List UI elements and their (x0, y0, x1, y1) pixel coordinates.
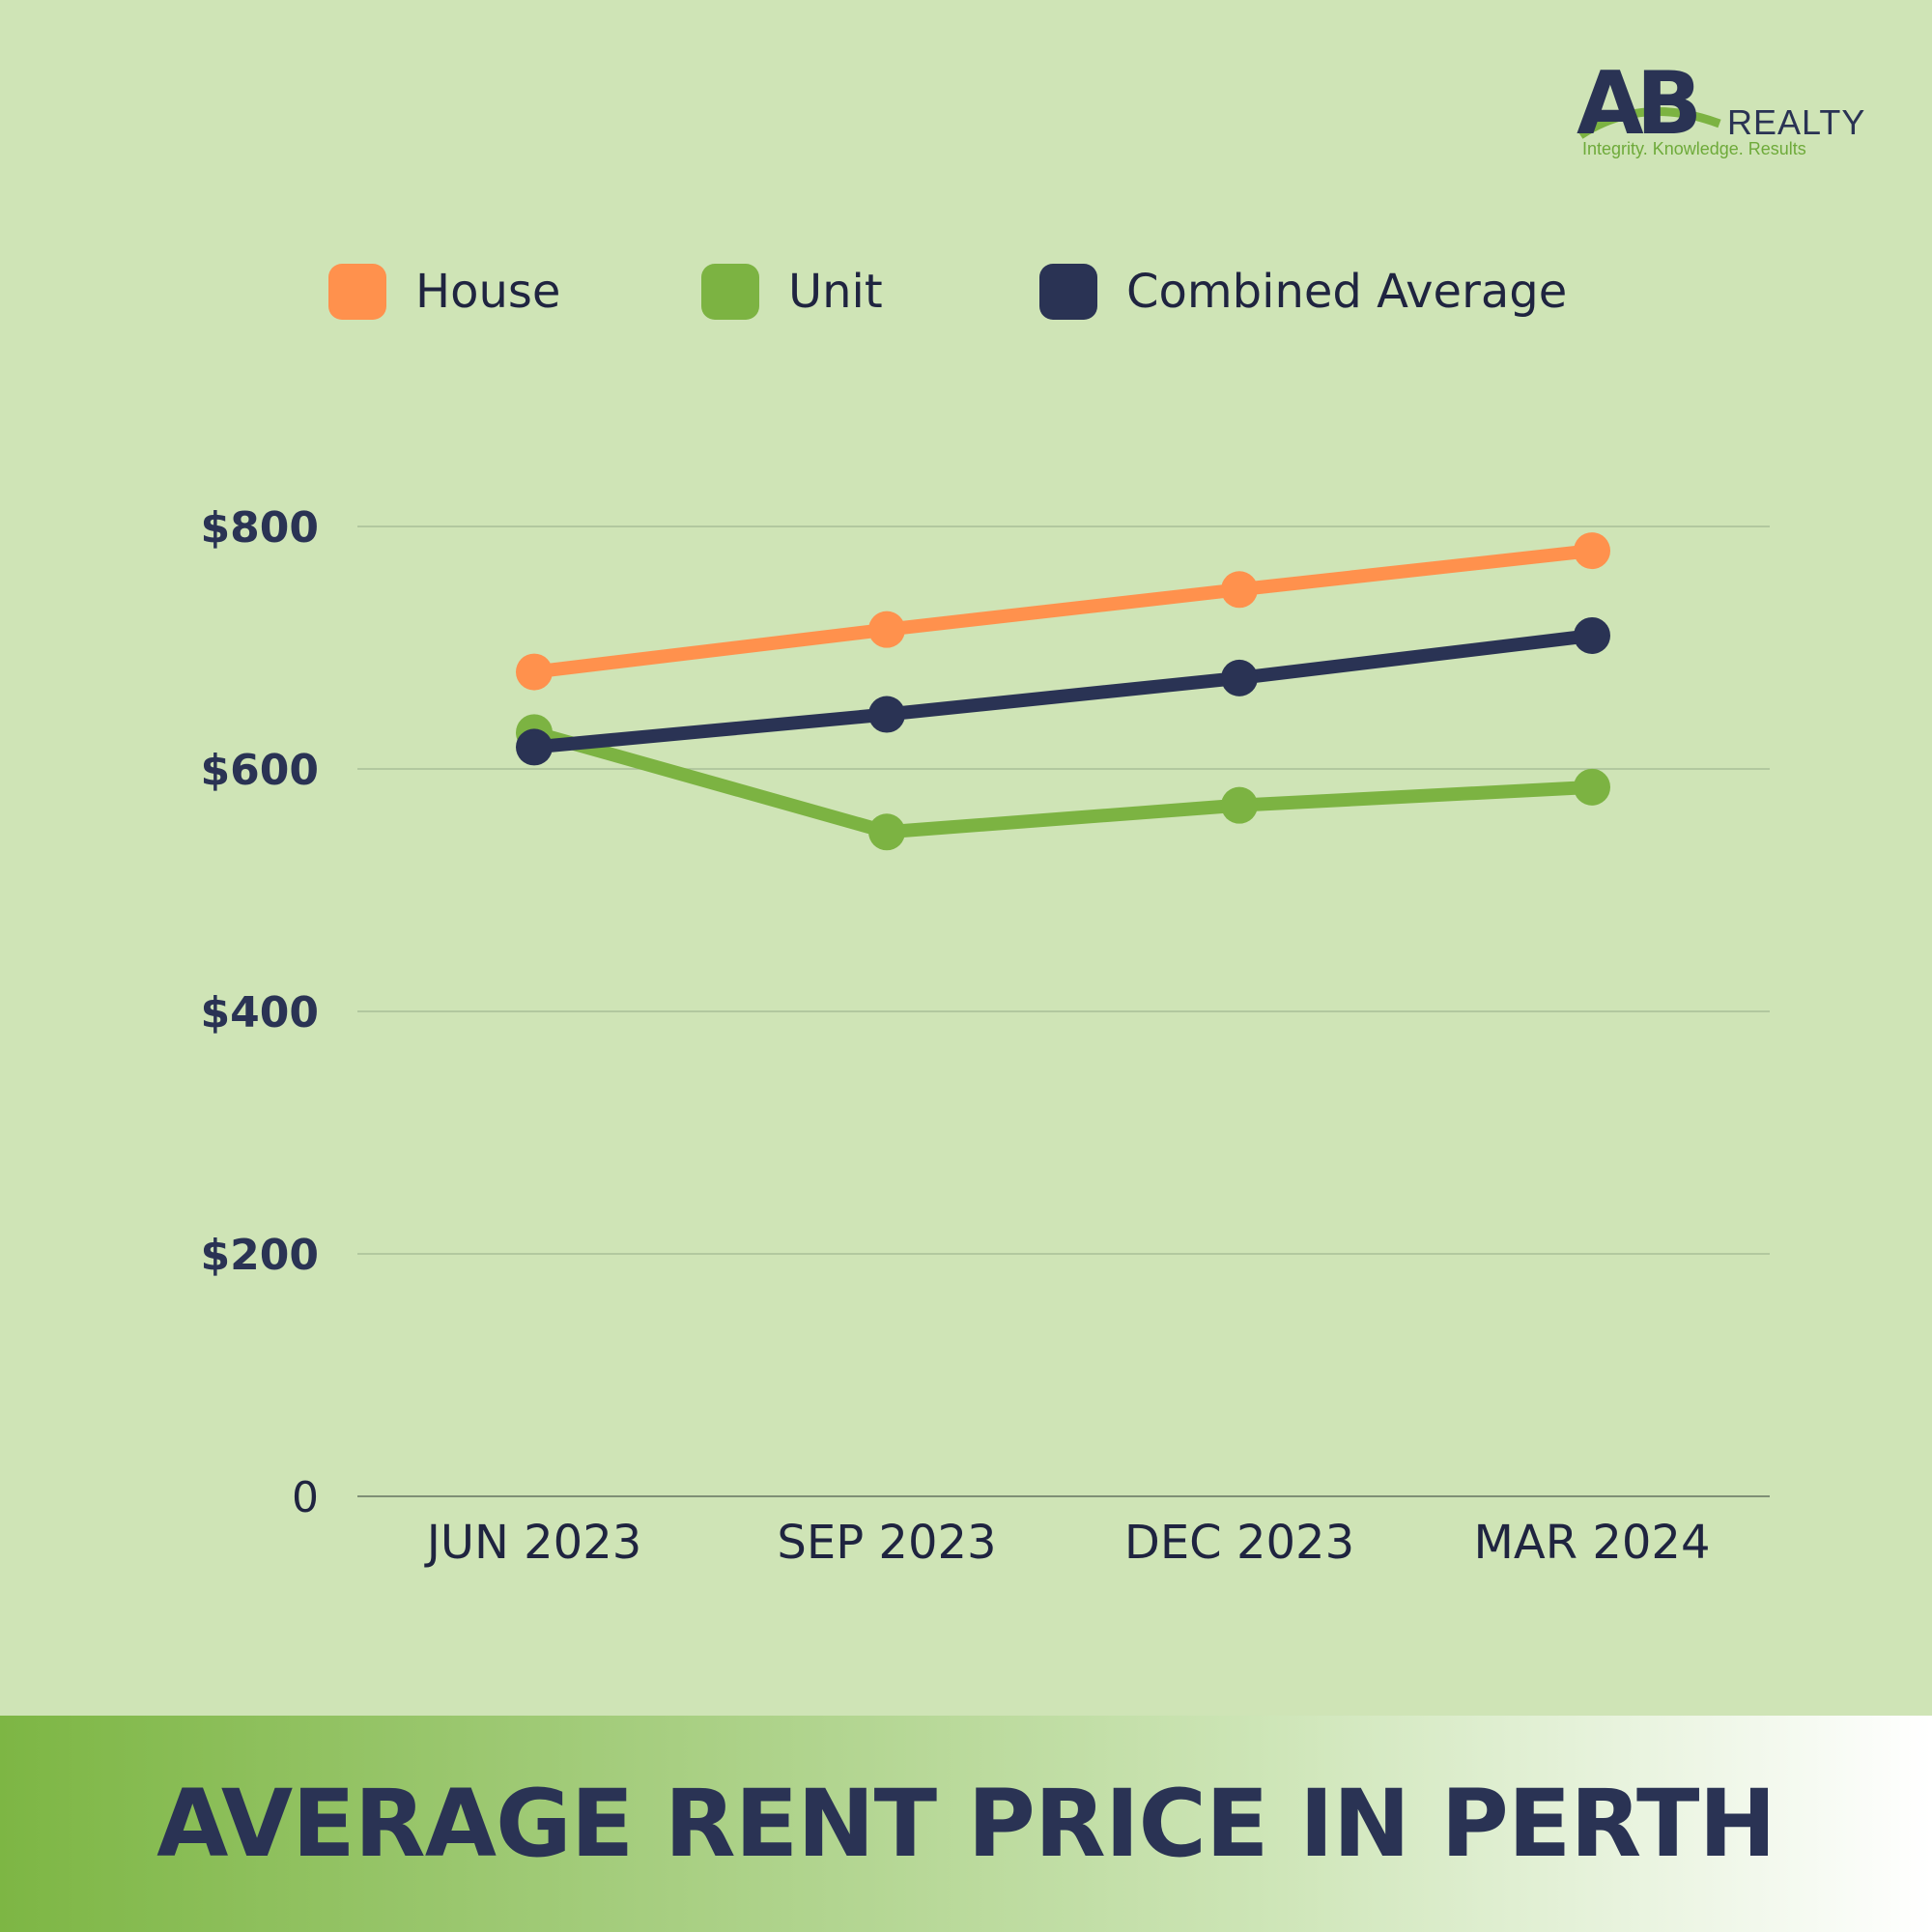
y-tick-label-400: $400 (201, 988, 319, 1037)
legend-swatch-unit (701, 264, 759, 320)
x-tick-label-jun-2023: JUN 2023 (424, 1516, 642, 1570)
y-tick-label-200: $200 (201, 1231, 319, 1280)
chart-series (516, 532, 1610, 851)
legend-item-combined-average: Combined Average (1039, 263, 1567, 321)
rent-price-line-chart: 0 $200 $400 $600 $800 JUN 2023 SEP 2023 DEC 20… (201, 503, 1770, 1570)
x-tick-label-sep-2023: SEP 2023 (777, 1516, 996, 1570)
svg-text:AB: AB (1577, 56, 1697, 155)
data-point-unit-mar-2024 (1574, 768, 1610, 806)
x-tick-label-mar-2024: MAR 2024 (1473, 1516, 1710, 1570)
y-tick-label-0: 0 (292, 1473, 319, 1522)
data-point-house-dec-2023 (1221, 571, 1258, 609)
chart-gridlines (357, 526, 1770, 1497)
series-line-combined-average (527, 628, 1599, 754)
logo-realty-text: REALTY (1727, 102, 1866, 142)
series-line-house (527, 544, 1599, 679)
legend-label-house: House (415, 265, 561, 319)
legend-item-unit: Unit (701, 263, 883, 321)
data-point-combined-average-mar-2024 (1574, 616, 1610, 654)
data-point-unit-dec-2023 (1221, 786, 1258, 824)
legend-swatch-house (328, 264, 386, 320)
series-line-unit (527, 725, 1599, 839)
series-combined-average (516, 616, 1610, 766)
x-tick-label-dec-2023: DEC 2023 (1124, 1516, 1354, 1570)
data-point-house-mar-2024 (1574, 532, 1610, 570)
y-axis-tick-labels: 0 $200 $400 $600 $800 (201, 503, 319, 1522)
y-tick-label-600: $600 (201, 746, 319, 795)
data-point-combined-average-sep-2023 (868, 696, 905, 733)
data-point-unit-sep-2023 (868, 813, 905, 851)
logo-tagline: Integrity. Knowledge. Results (1582, 139, 1806, 158)
ab-logo-mark: AB (1577, 56, 1721, 155)
series-house (516, 532, 1610, 691)
chart-title-banner-text: AVERAGE RENT PRICE IN PERTH (156, 1770, 1776, 1878)
legend-label-unit: Unit (788, 265, 883, 319)
legend-item-house: House (328, 263, 560, 321)
data-point-combined-average-jun-2023 (516, 728, 553, 766)
ab-realty-logo: AB REALTY Integrity. Knowledge. Results (1575, 56, 1864, 162)
title-banner: AVERAGE RENT PRICE IN PERTH (0, 1716, 1932, 1932)
data-point-house-jun-2023 (516, 653, 553, 691)
y-tick-label-800: $800 (201, 503, 319, 553)
legend-swatch-combined-average (1039, 264, 1097, 320)
x-axis-tick-labels: JUN 2023 SEP 2023 DEC 2023 MAR 2024 (424, 1516, 1711, 1570)
legend-label-combined-average: Combined Average (1126, 265, 1568, 319)
data-point-house-sep-2023 (868, 611, 905, 648)
data-point-combined-average-dec-2023 (1221, 659, 1258, 696)
